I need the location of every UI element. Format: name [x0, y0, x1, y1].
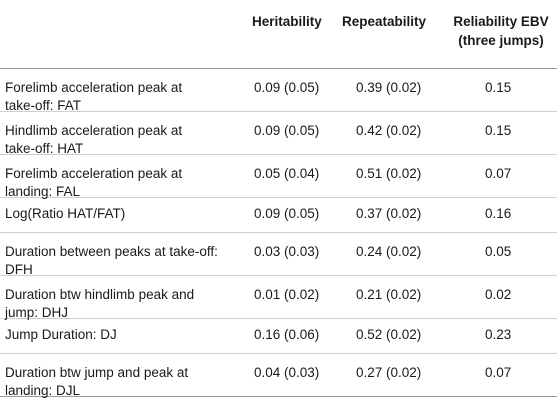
repeatability-value: 0.51 (0.02) — [356, 166, 422, 181]
trait-name-line1: Jump Duration: DJ — [5, 327, 117, 342]
trait-name: Forelimb acceleration peak at landing: F… — [5, 165, 245, 201]
trait-name: Hindlimb acceleration peak at take-off: … — [5, 122, 245, 158]
table-header: Heritability Repeatability Reliability E… — [0, 0, 557, 69]
header-reliability-line1: Reliability EBV — [453, 14, 549, 29]
table-row: Forelimb acceleration peak at landing: F… — [0, 155, 557, 201]
reliability-value: 0.02 — [485, 287, 512, 302]
trait-name-line2: jump: DHJ — [5, 305, 69, 320]
heritability-value: 0.05 (0.04) — [254, 166, 320, 181]
heritability-value: 0.16 (0.06) — [254, 327, 320, 342]
trait-name-line1: Forelimb acceleration peak at — [5, 166, 183, 181]
reliability-value: 0.07 — [485, 166, 512, 181]
repeatability-value: 0.21 (0.02) — [356, 287, 422, 302]
reliability-value: 0.15 — [485, 80, 512, 95]
trait-name-line2: take-off: FAT — [5, 98, 82, 113]
reliability-value: 0.05 — [485, 244, 512, 259]
trait-name: Duration btw jump and peak at landing: D… — [5, 364, 245, 400]
header-heritability: Heritability — [252, 14, 322, 29]
header-reliability: Reliability EBV (three jumps) — [445, 12, 557, 50]
trait-name-line1: Forelimb acceleration peak at — [5, 80, 183, 95]
header-repeatability: Repeatability — [342, 14, 427, 29]
trait-name: Duration btw hindlimb peak and jump: DHJ — [5, 286, 245, 322]
table-row: Hindlimb acceleration peak at take-off: … — [0, 112, 557, 158]
repeatability-value: 0.52 (0.02) — [356, 327, 422, 342]
reliability-value: 0.23 — [485, 327, 512, 342]
repeatability-value: 0.42 (0.02) — [356, 123, 422, 138]
reliability-value: 0.15 — [485, 123, 512, 138]
heritability-value: 0.09 (0.05) — [254, 206, 320, 221]
table-row: Log(Ratio HAT/FAT) 0.09 (0.05) 0.37 (0.0… — [0, 198, 557, 233]
table-row: Jump Duration: DJ 0.16 (0.06) 0.52 (0.02… — [0, 319, 557, 354]
reliability-value: 0.07 — [485, 365, 512, 380]
heritability-value: 0.01 (0.02) — [254, 287, 320, 302]
reliability-value: 0.16 — [485, 206, 512, 221]
trait-name-line1: Duration btw jump and peak at — [5, 365, 189, 380]
trait-name-line1: Duration between peaks at take-off: — [5, 244, 218, 259]
trait-name: Forelimb acceleration peak at take-off: … — [5, 79, 245, 115]
trait-name-line1: Log(Ratio HAT/FAT) — [5, 206, 126, 221]
trait-name-line2: landing: DJL — [5, 383, 81, 398]
repeatability-value: 0.24 (0.02) — [356, 244, 422, 259]
trait-name: Jump Duration: DJ — [5, 326, 245, 344]
heritability-value: 0.09 (0.05) — [254, 80, 320, 95]
trait-name-line2: take-off: HAT — [5, 141, 84, 156]
heritability-value: 0.09 (0.05) — [254, 123, 320, 138]
trait-name-line2: DFH — [5, 262, 33, 277]
trait-name-line1: Hindlimb acceleration peak at — [5, 123, 183, 138]
trait-name: Log(Ratio HAT/FAT) — [5, 205, 245, 223]
repeatability-value: 0.39 (0.02) — [356, 80, 422, 95]
table-body: Forelimb acceleration peak at take-off: … — [0, 69, 557, 400]
trait-name-line2: landing: FAL — [5, 184, 81, 199]
heritability-value: 0.04 (0.03) — [254, 365, 320, 380]
table-row: Forelimb acceleration peak at take-off: … — [0, 69, 557, 115]
table-row: Duration btw hindlimb peak and jump: DHJ… — [0, 276, 557, 322]
repeatability-value: 0.37 (0.02) — [356, 206, 422, 221]
trait-name: Duration between peaks at take-off: DFH — [5, 243, 245, 279]
table-row: Duration between peaks at take-off: DFH … — [0, 233, 557, 279]
trait-name-line1: Duration btw hindlimb peak and — [5, 287, 195, 302]
header-reliability-line2: (three jumps) — [458, 33, 544, 48]
repeatability-value: 0.27 (0.02) — [356, 365, 422, 380]
heritability-value: 0.03 (0.03) — [254, 244, 320, 259]
table-row: Duration btw jump and peak at landing: D… — [0, 354, 557, 400]
